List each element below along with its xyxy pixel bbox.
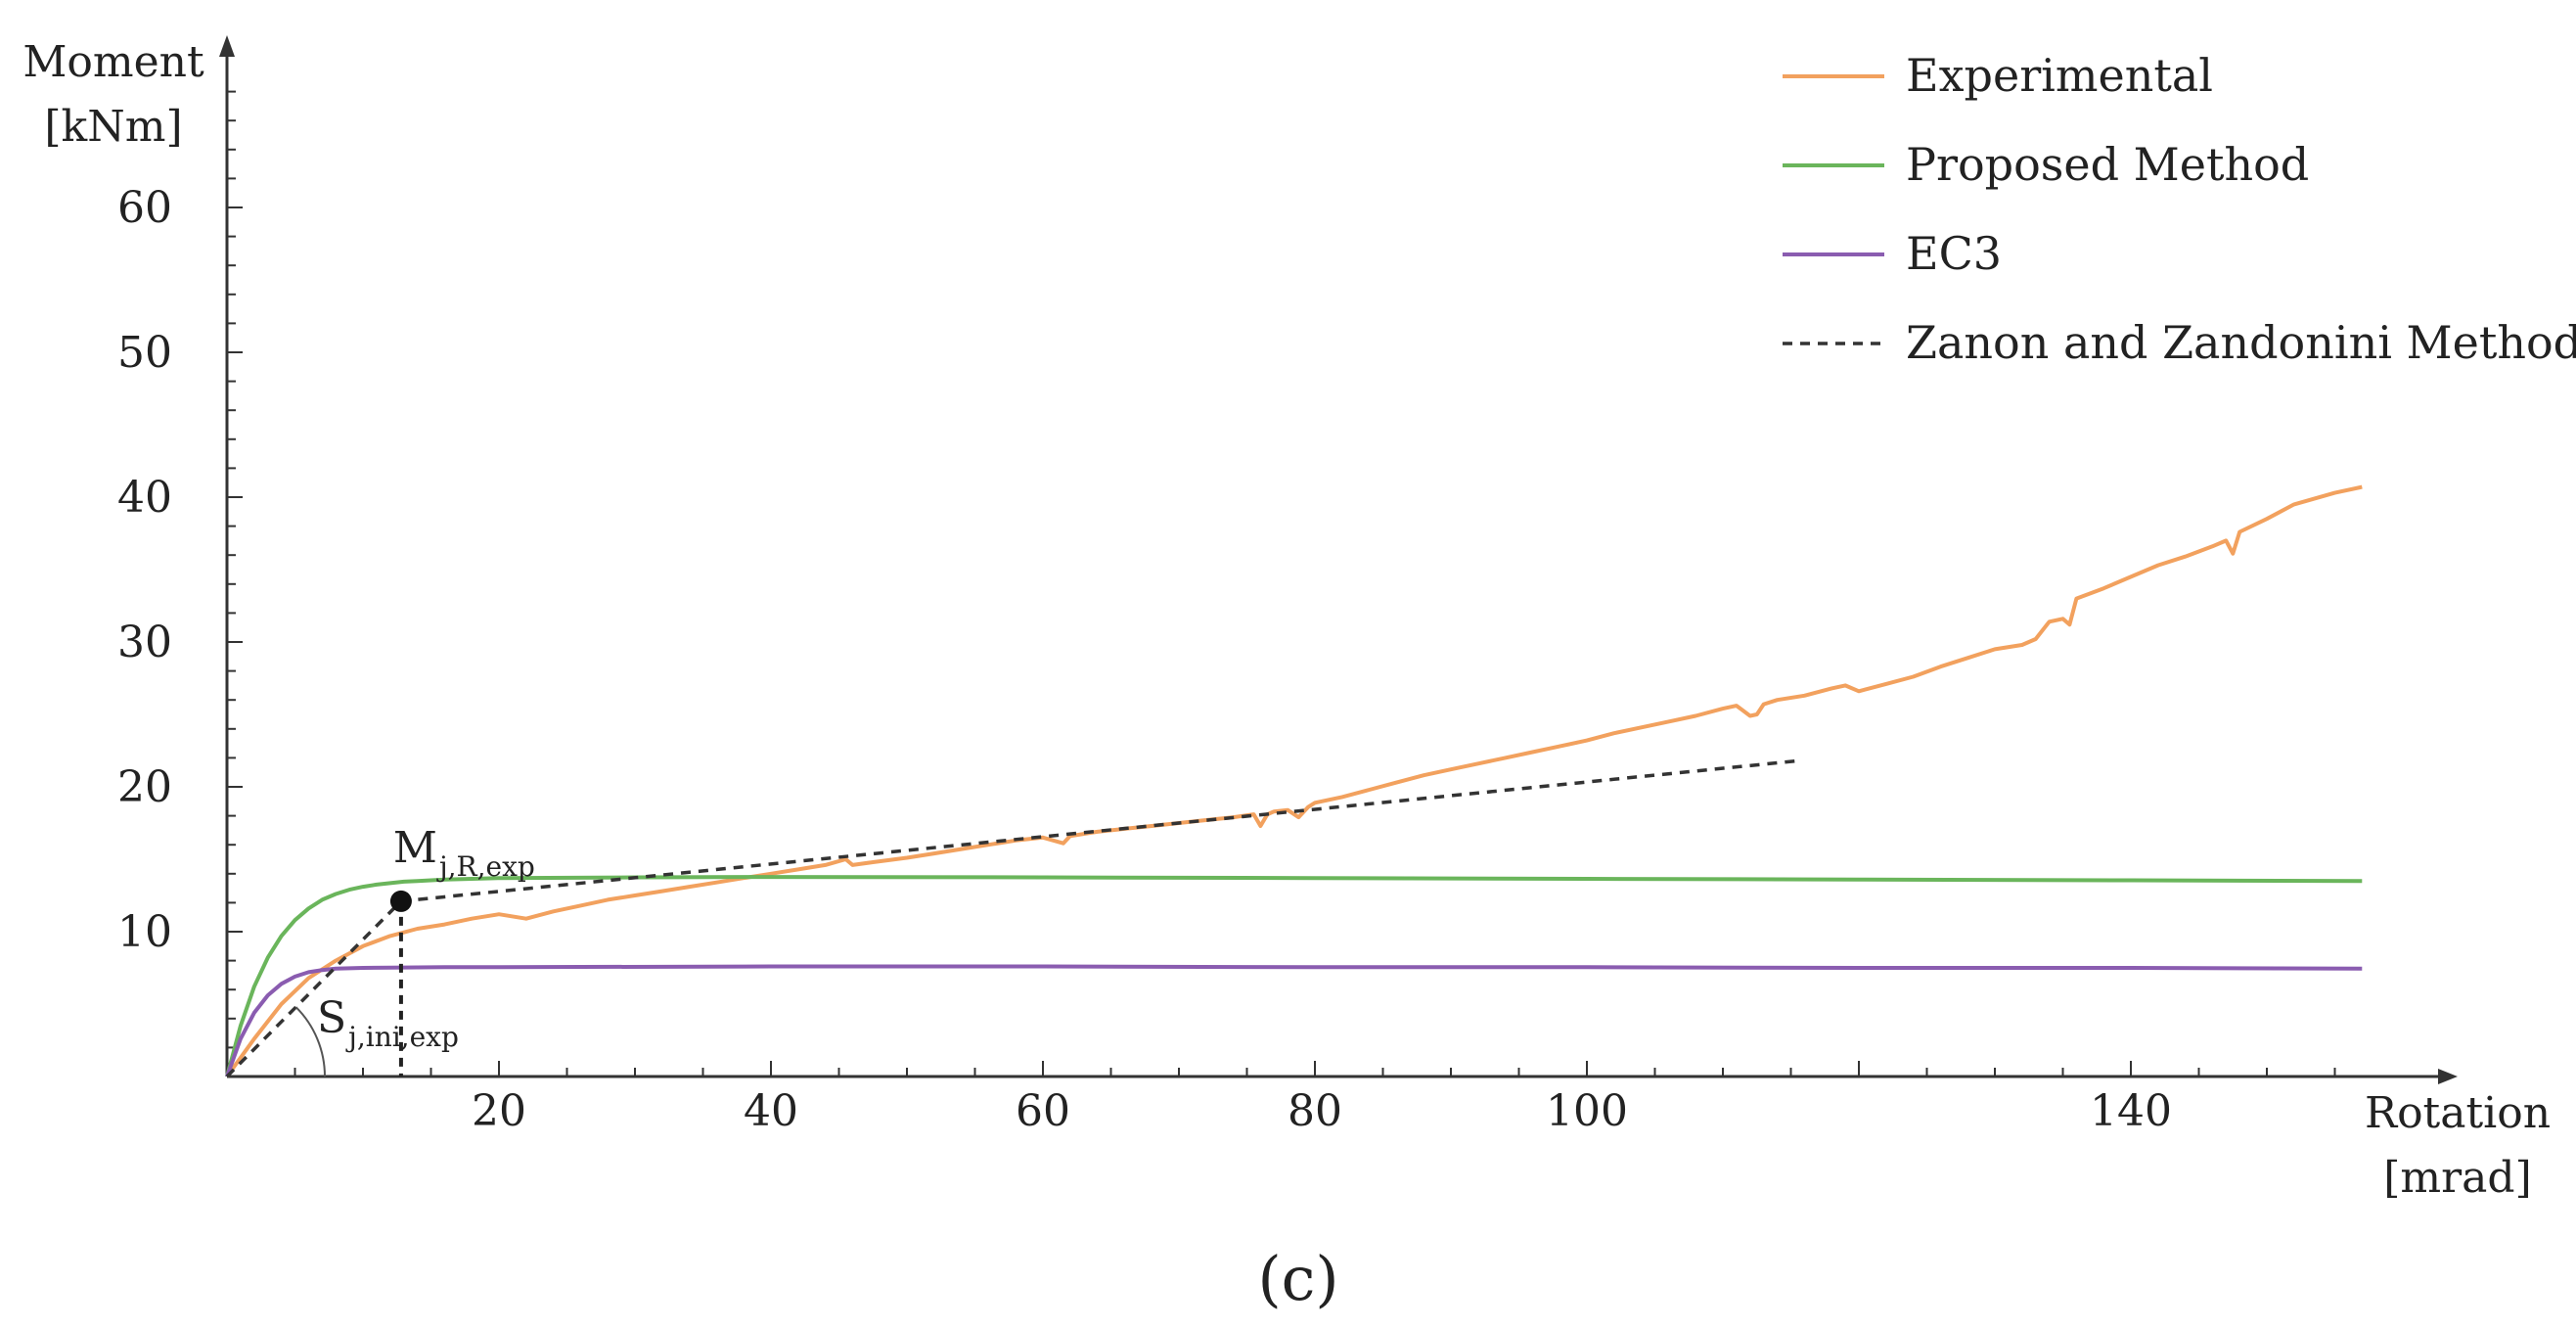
x-axis-unit: [mrad] [2383,1153,2532,1203]
moment-resistance-marker [389,890,412,912]
moment-annotation-subscript: j,R,exp [436,850,535,883]
y-tick-label: 10 [117,907,172,957]
series-line-3 [225,964,2363,1077]
x-tick-label: 20 [472,1086,526,1136]
moment-annotation-symbol: M [393,823,437,873]
moment-annotation: Mj,R,exp [393,823,535,883]
stiffness-annotation: Sj,ini,exp [317,993,459,1053]
x-tick-label: 60 [1016,1086,1070,1136]
series-line-1 [225,484,2363,1078]
series-line-2 [225,875,2363,1077]
y-axis-unit: [kNm] [44,102,182,152]
y-axis-arrow [219,35,235,57]
series-layer [225,484,2363,1078]
y-tick-label: 60 [117,183,172,233]
legend-label-1: Experimental [1906,49,2213,102]
y-tick-label: 20 [117,762,172,812]
panel-label: (c) [1257,1243,1338,1314]
x-tick-label: 100 [1546,1086,1628,1136]
y-tick-label: 50 [117,328,172,378]
axes: 20 40 60 80 100 140 10 20 30 40 50 60 Moment [kNm] Rot… [23,35,2551,1203]
x-tick-label: 80 [1288,1086,1342,1136]
stiffness-annotation-symbol: S [317,993,346,1043]
stiffness-annotation-subscript: j,ini,exp [345,1021,459,1053]
y-axis-title: Moment [23,37,204,87]
stiffness-angle-arc [294,1006,326,1077]
annotation-layer: Mj,R,exp Sj,ini,exp [294,823,535,1077]
legend-label-2: Proposed Method [1906,138,2309,191]
y-tick-label: 40 [117,473,172,523]
x-axis-arrow [2438,1069,2458,1084]
x-tick-label: 140 [2090,1086,2172,1136]
legend: Experimental Proposed Method EC3 Zanon and … [1783,49,2576,369]
y-tick-label: 30 [117,618,172,667]
legend-label-4: Zanon and Zandonini Method [1906,316,2576,369]
legend-label-3: EC3 [1906,227,2002,280]
x-axis-title: Rotation [2365,1088,2551,1138]
x-tick-label: 40 [744,1086,798,1136]
